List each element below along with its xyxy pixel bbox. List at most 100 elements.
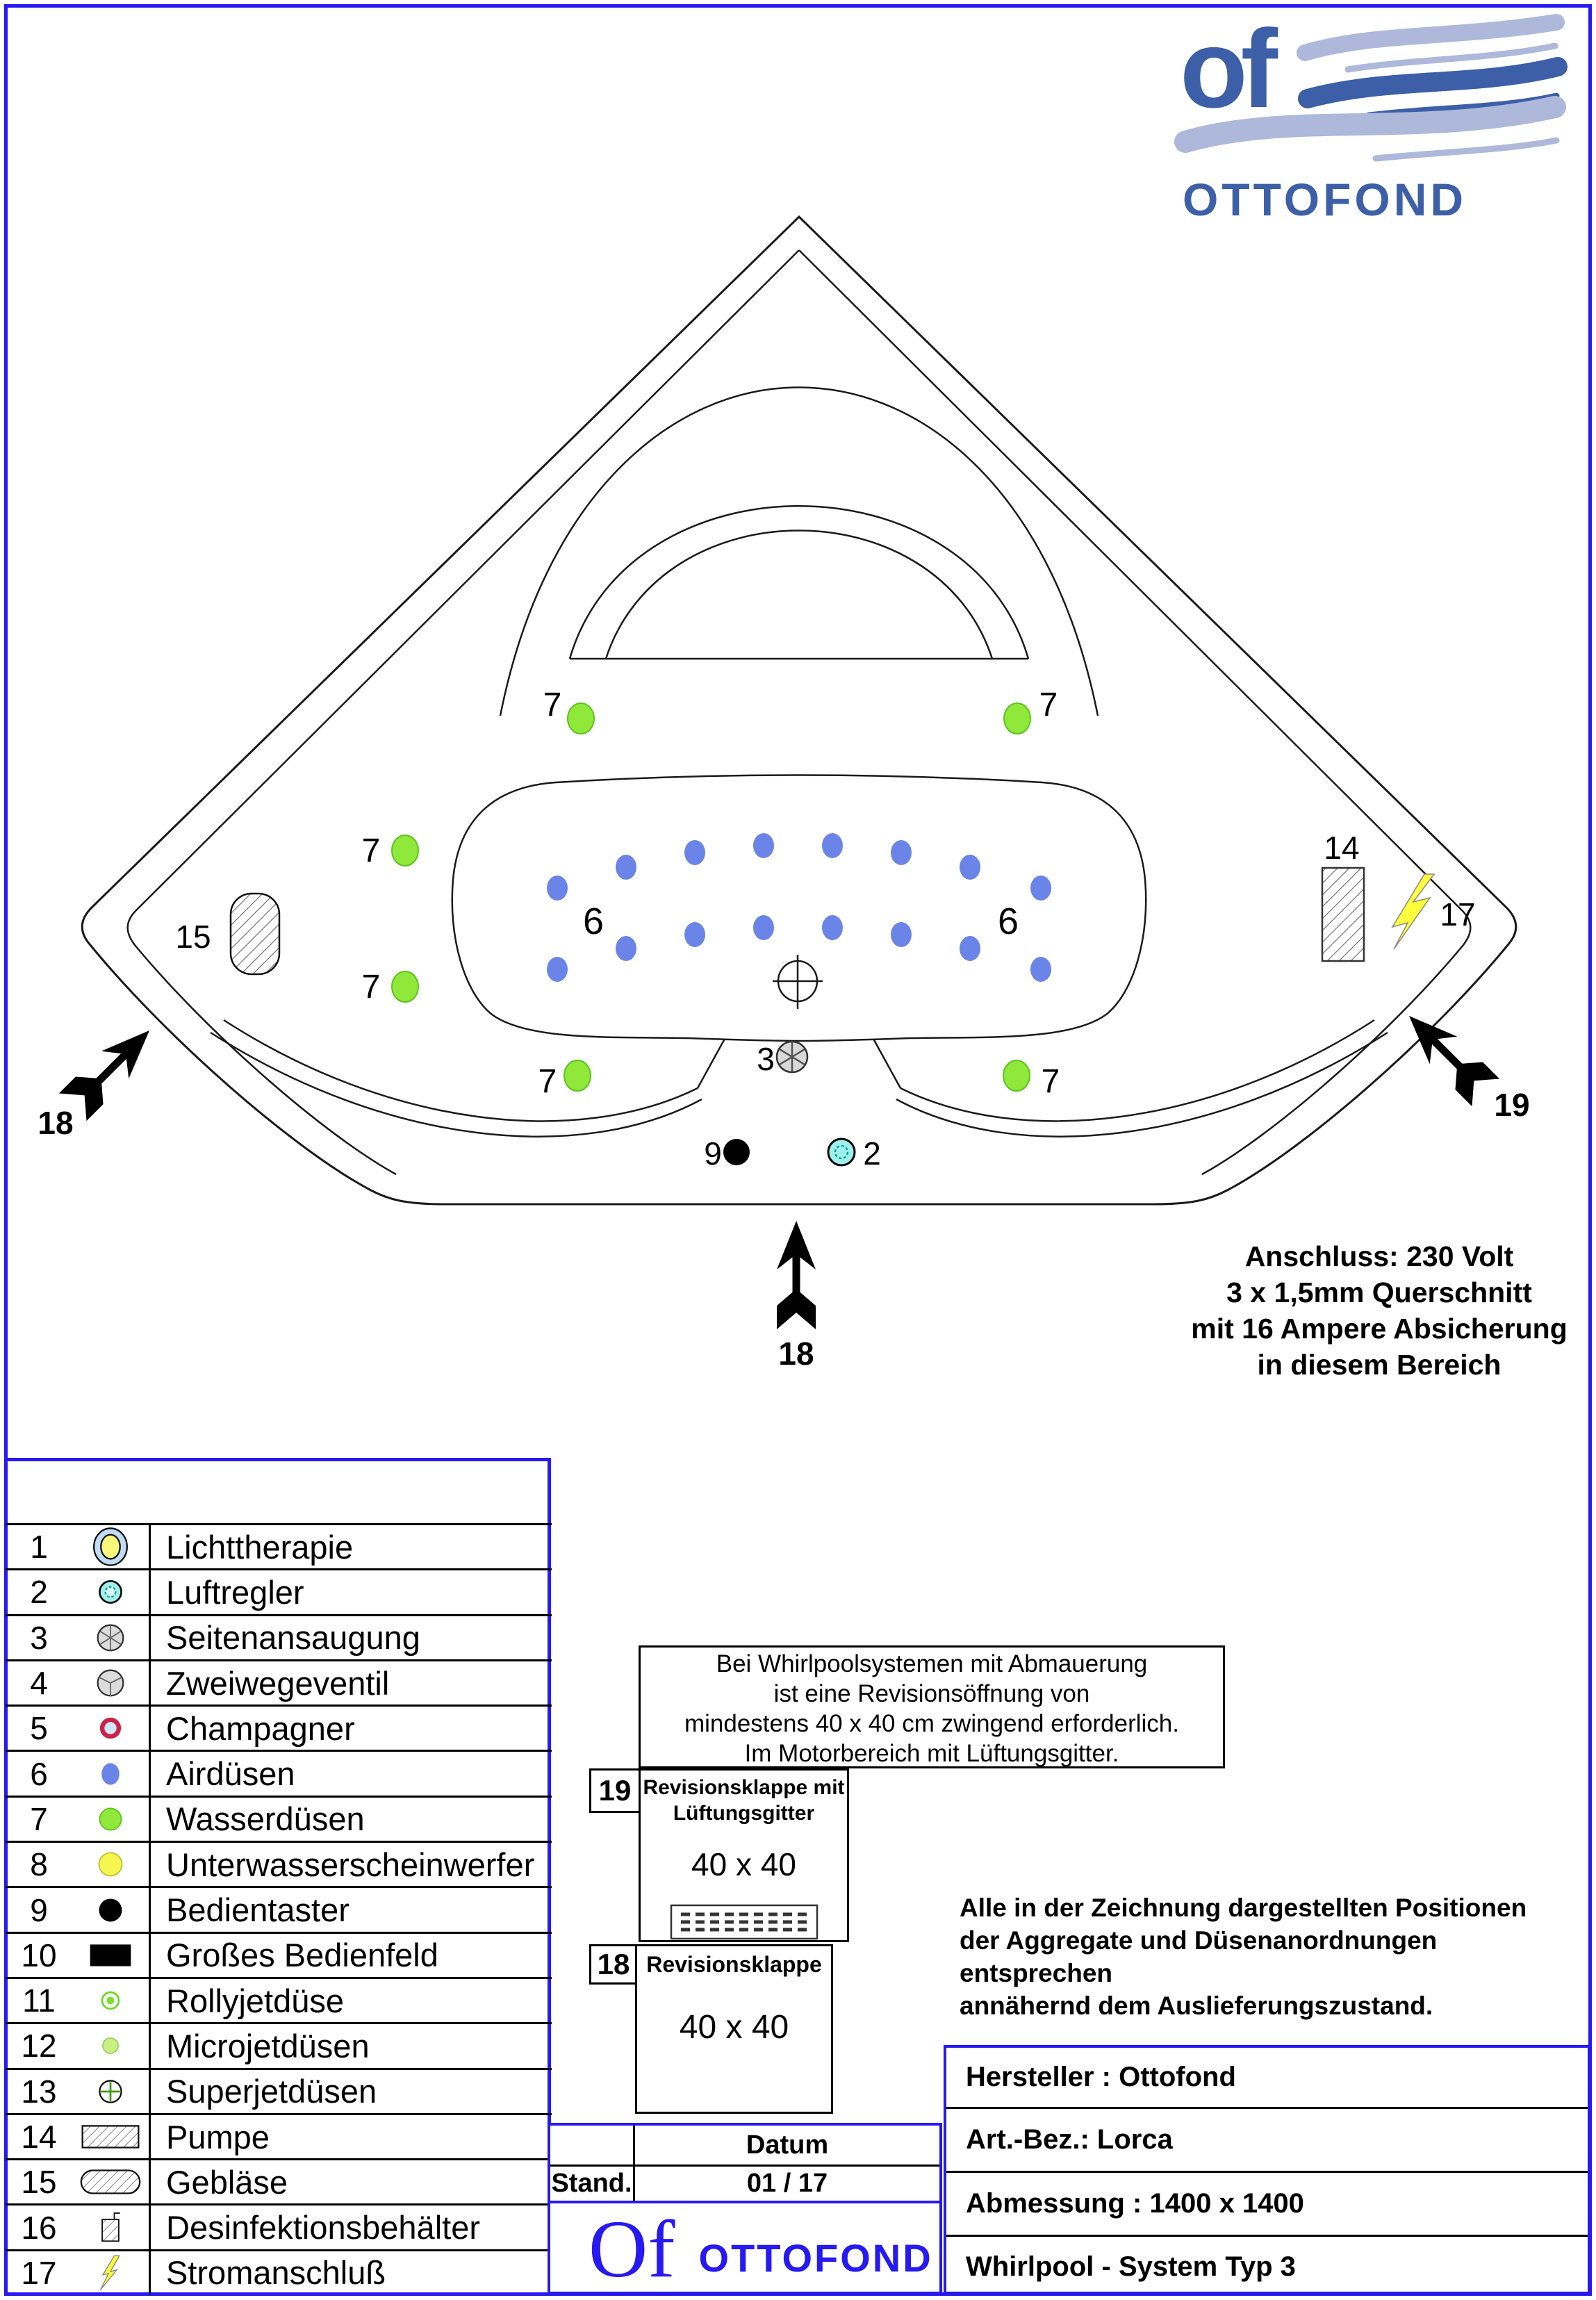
section-divider-vertical — [548, 1458, 551, 2294]
air-jet-marker — [1030, 957, 1051, 982]
legend-label: Airdüsen — [149, 1752, 552, 1796]
brand-logo: of OTTOFOND — [1174, 10, 1568, 225]
air-jets-group — [547, 833, 1051, 982]
air-jet-marker — [822, 915, 843, 940]
legend-number: 4 — [30, 1665, 48, 1702]
legend-number: 2 — [30, 1574, 48, 1611]
arrow-18-left-icon — [58, 1017, 163, 1122]
air-jet-marker — [547, 876, 568, 901]
rev19-title-line1: Revisionsklappe mit — [643, 1776, 845, 1799]
diagram-position-label: 17 — [1440, 896, 1475, 933]
water-jets-group — [391, 703, 1031, 1092]
diagram-position-label: 3 — [757, 1041, 775, 1077]
rev19-size: 40 x 40 — [691, 1846, 796, 1882]
legend-number: 5 — [30, 1710, 48, 1747]
rev18-title: Revisionsklappe — [646, 1952, 822, 1977]
diagram-labels-group: 7 7 7 7 7 7 6 6 15 14 17 3 9 2 18 19 18 — [38, 687, 1529, 1372]
diagram-position-label: 14 — [1324, 830, 1359, 866]
seat-contours — [210, 1019, 1388, 1137]
legend-table: 1 Lichttherapie 2 Luftregler 3 Seitenansaugun… — [6, 1523, 552, 2295]
legend-row: 1 Lichttherapie — [6, 1523, 552, 1569]
section-divider-horizontal — [4, 1458, 551, 1461]
datum-table: Datum Stand. 01 / 17 Of OTTOFOND — [548, 2123, 942, 2294]
legend-row: 10 Großes Bedienfeld — [6, 1931, 552, 1977]
water-jet-marker — [391, 971, 419, 1003]
product-info-row: Hersteller : Ottofond — [966, 2062, 1236, 2092]
diagram-position-label: 7 — [1042, 1063, 1060, 1100]
legend-number: 8 — [30, 1846, 48, 1883]
product-info-row: Abmessung : 1400 x 1400 — [946, 2171, 1588, 2235]
revision-info-line: ist eine Revisionsöffnung von — [773, 1680, 1090, 1707]
side-suction-marker — [775, 1040, 809, 1074]
rolly-jet-icon — [101, 1991, 120, 2010]
rev18-size: 40 x 40 — [679, 2009, 789, 2046]
rev19-number-box: 19 — [589, 1768, 641, 1813]
air-jet-marker — [547, 957, 568, 982]
arrow-18-bottom-icon — [777, 1221, 816, 1329]
power-note-line: Anschluss: 230 Volt — [1244, 1240, 1514, 1272]
air-jet-marker — [753, 833, 774, 858]
legend-number: 6 — [30, 1755, 48, 1792]
legend-label: Gebläse — [149, 2160, 552, 2204]
air-jet-marker — [1030, 876, 1051, 901]
blower-marker — [229, 892, 281, 976]
air-jet-marker — [616, 855, 636, 880]
legend-label: Unterwasserscheinwerfer — [149, 1843, 552, 1887]
power-note-line: 3 x 1,5mm Querschnitt — [1226, 1276, 1532, 1308]
legend-number: 17 — [21, 2254, 57, 2291]
legend-label: Pumpe — [149, 2114, 552, 2159]
air-jet-marker — [684, 922, 705, 947]
headrest-arch-inner — [604, 529, 994, 659]
legend-row: 6 Airdüsen — [6, 1750, 552, 1796]
legend-row: 11 Rollyjetdüse — [6, 1976, 552, 2023]
revision-info-line: mindestens 40 x 40 cm zwingend erforderl… — [684, 1710, 1179, 1737]
legend-row: 14 Pumpe — [6, 2112, 552, 2159]
drain-icon — [773, 955, 823, 1009]
legend-row: 15 Gebläse — [6, 2158, 552, 2204]
logo-word: OTTOFOND — [1183, 174, 1467, 225]
disclaimer-line: Alle in der Zeichnung dargestellten Posi… — [960, 1894, 1527, 1922]
air-jet-marker — [960, 936, 980, 961]
air-jet-marker — [753, 915, 774, 940]
two-way-valve-icon — [97, 1669, 124, 1697]
air-jet-marker — [891, 922, 912, 947]
diagram-position-label: 6 — [583, 901, 604, 942]
headrest-arch-outer — [568, 505, 1030, 659]
product-info-row: Whirlpool - System Typ 3 — [946, 2235, 1588, 2297]
datum-header: Datum — [746, 2130, 829, 2160]
pump-icon — [81, 2125, 140, 2149]
legend-number: 15 — [21, 2164, 57, 2201]
legend-label: Luftregler — [149, 1570, 552, 1614]
power-note: Anschluss: 230 Volt 3 x 1,5mm Querschnitt… — [1174, 1238, 1584, 1383]
tub-inner-rim — [126, 249, 1472, 1176]
water-jet-marker — [567, 703, 595, 734]
diagram-position-label: 18 — [38, 1105, 73, 1141]
legend-number: 16 — [21, 2209, 57, 2246]
legend-row: 16 Desinfektionsbehälter — [6, 2203, 552, 2249]
legend-number: 11 — [22, 1982, 56, 2019]
water-jet-marker — [1003, 1060, 1030, 1092]
legend-label: Superjetdüsen — [149, 2069, 552, 2113]
rev18-box: Revisionsklappe 40 x 40 — [635, 1944, 833, 2114]
arrow-19-right-icon — [1395, 1002, 1500, 1107]
legend-row: 12 Microjetdüsen — [6, 2022, 552, 2068]
legend-number: 1 — [30, 1529, 48, 1566]
legend-row: 3 Seitenansaugung — [6, 1613, 552, 1659]
air-jet-marker — [616, 936, 636, 961]
rev19-box: Revisionsklappe mit Lüftungsgitter 40 x … — [639, 1768, 849, 1942]
legend-row: 17 Stromanschluß — [6, 2249, 552, 2295]
water-jet-marker — [563, 1060, 591, 1092]
product-info-row: Art.-Bez.: Lorca — [946, 2107, 1588, 2171]
rev18-number-box: 18 — [589, 1944, 638, 1985]
disclaimer-line: annähernd dem Auslieferungszustand. — [960, 1991, 1433, 2020]
legend-number: 3 — [30, 1619, 48, 1656]
air-jet-marker — [822, 833, 843, 858]
diagram-position-label: 6 — [998, 901, 1019, 942]
legend-row: 4 Zweiwegeventil — [6, 1659, 552, 1705]
control-panel-icon — [90, 1944, 131, 1966]
micro-jet-icon — [102, 2037, 119, 2055]
legend-number: 7 — [30, 1800, 48, 1837]
blower-icon — [80, 2169, 141, 2194]
stand-label: Stand. — [550, 2167, 635, 2201]
diagram-position-label: 7 — [362, 832, 381, 869]
